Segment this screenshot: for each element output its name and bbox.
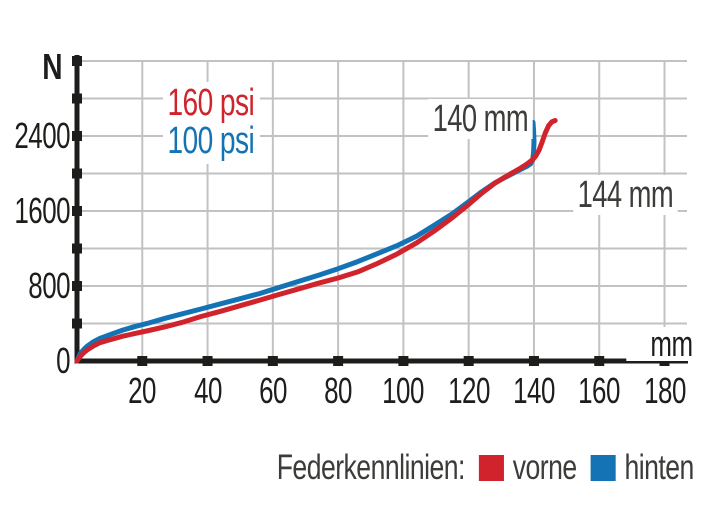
x-tick-label: 180: [643, 370, 686, 411]
x-tick-mark: [398, 356, 409, 366]
x-tick-mark: [659, 356, 670, 366]
curve-hinten: [74, 119, 537, 364]
front-pressure-label: 160 psi: [167, 82, 255, 124]
legend-label-vorne: vorne: [512, 448, 577, 487]
x-tick-mark: [267, 356, 278, 366]
x-tick-label: 20: [128, 370, 157, 411]
legend: Federkennlinien: vorne hinten: [276, 448, 695, 487]
y-tick-label: 0: [56, 340, 70, 381]
x-tick-label: 40: [193, 370, 222, 411]
y-tick-label: 1600: [14, 190, 71, 231]
x-tick-mark: [594, 356, 605, 366]
legend-swatch-vorne-icon: [478, 454, 504, 481]
y-tick-mark: [72, 281, 82, 291]
x-tick-mark: [463, 356, 474, 366]
rear-travel-annotation: 140 mm: [428, 99, 533, 139]
y-tick-mark: [72, 131, 82, 141]
y-tick-label: 2400: [14, 115, 71, 156]
y-tick-mark: [72, 206, 82, 216]
x-tick-mark: [202, 356, 213, 366]
curve-vorne: [74, 118, 558, 364]
x-tick-mark: [528, 356, 539, 366]
front-travel-annotation: 144 mm: [573, 175, 678, 215]
x-tick-mark: [137, 356, 148, 366]
legend-title: Federkennlinien:: [276, 448, 466, 487]
x-axis-unit-label: mm: [626, 326, 694, 362]
x-tick-label: 100: [382, 370, 425, 411]
y-axis-unit-label: N: [42, 46, 62, 87]
y-tick-mark: [72, 243, 82, 254]
x-tick-mark: [333, 356, 344, 366]
legend-label-hinten: hinten: [624, 448, 695, 487]
y-tick-mark: [72, 318, 82, 329]
x-tick-label: 120: [447, 370, 490, 411]
legend-swatch-hinten-icon: [590, 454, 616, 481]
x-tick-label: 140: [513, 370, 555, 411]
pressure-annotations: 160 psi 100 psi: [163, 82, 261, 164]
x-tick-label: 60: [258, 370, 287, 411]
y-tick-mark: [72, 93, 82, 104]
x-tick-label: 160: [578, 370, 621, 411]
x-tick-label: 80: [324, 370, 353, 411]
y-tick-mark: [72, 56, 82, 66]
y-tick-label: 800: [28, 265, 71, 306]
y-tick-mark: [72, 168, 82, 179]
rear-pressure-label: 100 psi: [167, 120, 255, 162]
